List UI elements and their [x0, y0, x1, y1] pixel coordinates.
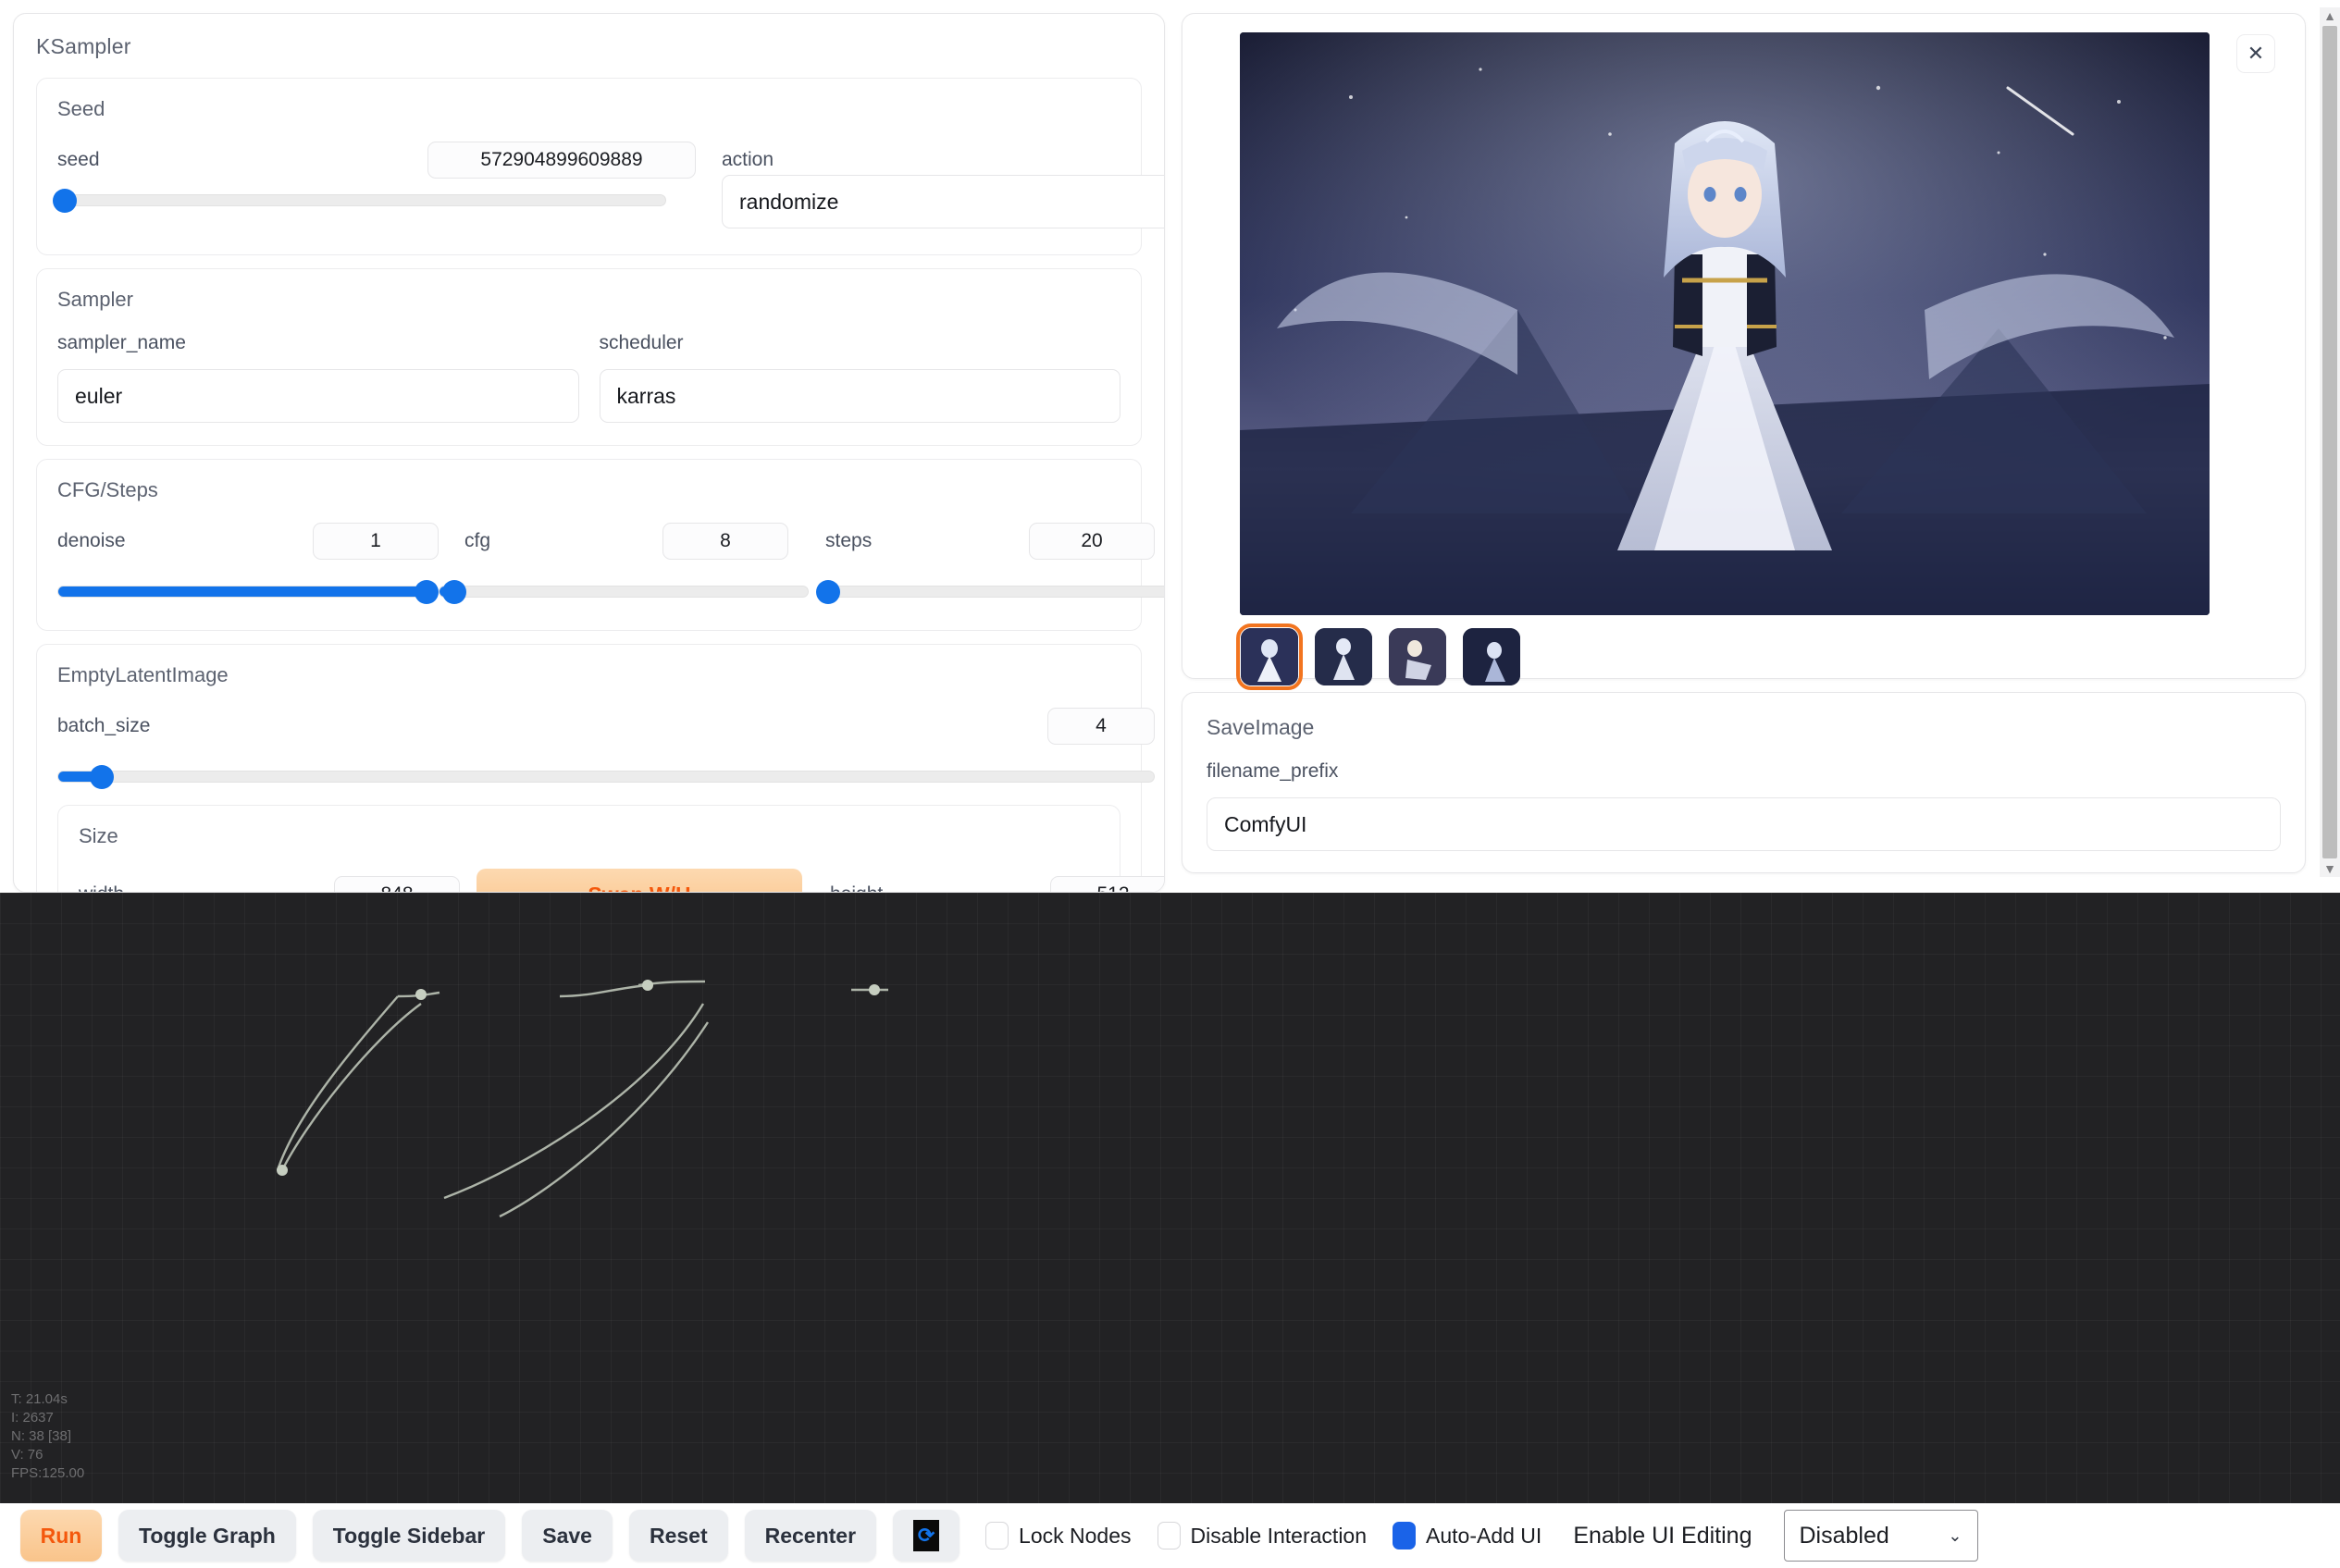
action-select[interactable]: randomize — [722, 175, 1164, 228]
vertical-scrollbar[interactable]: ▲ ▼ — [2320, 7, 2340, 877]
sampler-group-title: Sampler — [57, 288, 133, 311]
thumbnail-strip — [1236, 623, 1520, 690]
sampler-name-input[interactable]: euler — [57, 369, 579, 423]
stat-nodes: N: 38 [38] — [11, 1428, 72, 1444]
cfg-steps-row: denoise 1 cfg 8 steps 20 — [57, 523, 1155, 562]
run-button[interactable]: Run — [20, 1510, 102, 1562]
action-label: action — [722, 149, 774, 170]
seed-group-title: Seed — [57, 97, 105, 120]
auto-add-ui-checkbox-wrap[interactable]: Auto-Add UI — [1393, 1522, 1541, 1549]
width-label: width — [79, 883, 124, 892]
enable-ui-editing-value: Disabled — [1799, 1522, 1889, 1549]
thumbnail-0[interactable] — [1236, 623, 1303, 690]
swap-wh-button[interactable]: Swap W/H — [477, 869, 802, 892]
width-input[interactable]: 848 — [334, 876, 460, 892]
refresh-icon: ⟳ — [913, 1520, 940, 1551]
filename-prefix-label: filename_prefix — [1207, 760, 1339, 782]
empty-latent-title: EmptyLatentImage — [57, 663, 229, 686]
lock-nodes-label: Lock Nodes — [1019, 1523, 1132, 1548]
auto-add-ui-checkbox[interactable] — [1393, 1522, 1417, 1549]
sampler-name-label: sampler_name — [57, 332, 186, 353]
denoise-input[interactable]: 1 — [313, 523, 439, 560]
seed-group: Seed seed 572904899609889 action randomi… — [36, 78, 1164, 255]
scroll-up-icon[interactable]: ▲ — [2323, 8, 2336, 23]
lock-nodes-checkbox-wrap[interactable]: Lock Nodes — [985, 1522, 1132, 1549]
bottom-toolbar: Run Toggle Graph Toggle Sidebar Save Res… — [0, 1503, 2340, 1568]
node-graph-canvas[interactable]: Const String value randomize *A == *B A … — [0, 893, 2340, 1503]
seed-input[interactable]: 572904899609889 — [427, 142, 696, 179]
right-column: ✕ SaveImage — [1182, 13, 2306, 893]
recenter-button[interactable]: Recenter — [744, 1510, 877, 1562]
top-area: KSampler Seed seed 572904899609889 actio… — [13, 7, 2340, 893]
enable-ui-editing-label: Enable UI Editing — [1573, 1522, 1752, 1549]
seed-slider[interactable] — [52, 188, 666, 213]
close-icon[interactable]: ✕ — [2236, 34, 2275, 73]
sampler-name-field: sampler_name euler — [57, 332, 579, 423]
save-image-title: SaveImage — [1207, 715, 1315, 739]
seed-row: seed 572904899609889 action randomize — [52, 142, 1164, 228]
chevron-down-icon: ⌄ — [1948, 1525, 1962, 1545]
graph-grid — [0, 893, 2340, 1503]
cfg-input[interactable]: 8 — [662, 523, 788, 560]
steps-input[interactable]: 20 — [1029, 523, 1155, 560]
preview-image — [1240, 32, 2210, 615]
batch-size-label: batch_size — [57, 715, 151, 736]
height-label: height — [830, 883, 883, 892]
reset-button[interactable]: Reset — [628, 1510, 728, 1562]
toggle-graph-button[interactable]: Toggle Graph — [118, 1510, 296, 1562]
cfg-slider[interactable] — [439, 579, 809, 604]
thumbnail-3[interactable] — [1463, 628, 1520, 685]
height-input[interactable]: 512 — [1050, 876, 1164, 892]
batch-size-slider[interactable] — [57, 764, 1155, 789]
scheduler-label: scheduler — [599, 332, 684, 353]
filename-prefix-input[interactable]: ComfyUI — [1207, 797, 2281, 851]
batch-size-row: batch_size 4 — [57, 708, 1155, 747]
cfg-steps-group: CFG/Steps denoise 1 cfg 8 steps 20 — [36, 459, 1164, 631]
panel-title: KSampler — [36, 34, 131, 58]
size-group: Size width 848 Swap W/H height 512 — [57, 805, 1164, 892]
size-row: width 848 Swap W/H height 512 — [79, 869, 1164, 892]
scheduler-input[interactable]: karras — [599, 369, 1120, 423]
sampler-group: Sampler sampler_name euler scheduler kar… — [36, 268, 1142, 446]
auto-add-ui-label: Auto-Add UI — [1426, 1523, 1542, 1548]
enable-ui-editing-select[interactable]: Disabled ⌄ — [1783, 1510, 1978, 1562]
seed-label: seed — [57, 149, 100, 170]
size-group-title: Size — [79, 824, 118, 847]
save-button[interactable]: Save — [522, 1510, 613, 1562]
stat-v: V: 76 — [11, 1447, 43, 1463]
scroll-down-icon[interactable]: ▼ — [2323, 861, 2336, 876]
batch-size-input[interactable]: 4 — [1047, 708, 1155, 745]
disable-interaction-checkbox[interactable] — [1157, 1522, 1181, 1549]
denoise-label: denoise — [57, 530, 126, 551]
save-image-panel: SaveImage filename_prefix ComfyUI — [1182, 692, 2306, 873]
thumbnail-1[interactable] — [1315, 628, 1372, 685]
image-preview-card: ✕ — [1182, 13, 2306, 690]
denoise-slider[interactable] — [57, 579, 439, 604]
thumbnail-2[interactable] — [1389, 628, 1446, 685]
stat-iterations: I: 2637 — [11, 1410, 54, 1426]
cfg-label: cfg — [464, 530, 491, 551]
cfg-steps-group-title: CFG/Steps — [57, 478, 158, 501]
empty-latent-group: EmptyLatentImage batch_size 4 Size width… — [36, 644, 1164, 892]
scheduler-field: scheduler karras — [599, 332, 1120, 423]
scrollbar-thumb[interactable] — [2322, 26, 2337, 858]
refresh-button[interactable]: ⟳ — [893, 1510, 960, 1562]
steps-slider[interactable] — [815, 579, 1164, 604]
disable-interaction-checkbox-wrap[interactable]: Disable Interaction — [1157, 1522, 1368, 1549]
stat-time: T: 21.04s — [11, 1391, 68, 1407]
lock-nodes-checkbox[interactable] — [985, 1522, 1009, 1549]
disable-interaction-label: Disable Interaction — [1190, 1523, 1368, 1548]
toggle-sidebar-button[interactable]: Toggle Sidebar — [312, 1510, 506, 1562]
steps-label: steps — [825, 530, 873, 551]
graph-stats: T: 21.04s I: 2637 N: 38 [38] V: 76 FPS:1… — [11, 1390, 84, 1483]
ksampler-panel: KSampler Seed seed 572904899609889 actio… — [13, 13, 1165, 893]
stat-fps: FPS:125.00 — [11, 1465, 85, 1481]
